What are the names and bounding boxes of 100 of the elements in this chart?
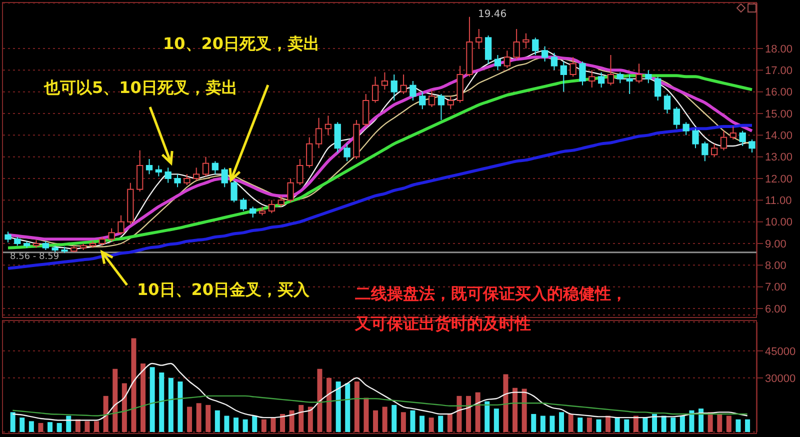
candlestick (381, 72, 388, 90)
bar (624, 419, 630, 432)
bar (438, 416, 444, 432)
candlestick (202, 156, 210, 177)
candlestick (240, 198, 247, 212)
bar (308, 406, 313, 432)
candlestick (296, 158, 304, 186)
candlestick (692, 128, 699, 149)
bar (420, 416, 425, 432)
bar (578, 418, 583, 432)
bar (56, 422, 62, 432)
annotation: 又可保证出货时的及时性 (355, 314, 531, 335)
bar (159, 372, 164, 432)
bar (736, 419, 741, 432)
candlestick (720, 130, 728, 151)
candlestick (607, 54, 614, 86)
bar (28, 421, 34, 432)
bar (214, 410, 220, 432)
candlestick (136, 150, 144, 192)
bar (586, 418, 592, 432)
bar (503, 374, 508, 432)
bar (168, 378, 174, 432)
candlestick (598, 72, 605, 88)
bar (270, 418, 276, 432)
y-tick-label: 15.00 (765, 108, 793, 120)
y-tick-label: 8.00 (765, 260, 786, 272)
bar (559, 412, 564, 432)
bar (382, 406, 388, 432)
candlestick (673, 106, 680, 130)
candlestick (334, 122, 341, 153)
candlestick (702, 141, 708, 162)
candlestick (419, 91, 426, 110)
y-tick-label: 6.00 (765, 303, 786, 316)
candlestick (645, 70, 652, 84)
candlestick (570, 56, 576, 78)
candlestick (4, 231, 12, 243)
bar (298, 404, 304, 432)
bar (522, 388, 527, 432)
bar (531, 414, 536, 432)
candlestick (711, 143, 718, 158)
bar (289, 410, 294, 432)
line-series (12, 395, 748, 416)
bar (410, 410, 416, 432)
annotation: 也可以5、10日死叉，卖出 (44, 78, 238, 99)
bar (187, 406, 192, 432)
candlestick (287, 178, 294, 203)
candlestick (494, 54, 502, 71)
bar (680, 416, 685, 432)
bar (642, 418, 648, 432)
candlestick (532, 37, 539, 56)
candlestick (428, 89, 436, 108)
bar (336, 382, 341, 432)
candlestick (550, 52, 558, 71)
candlestick (513, 28, 520, 60)
candlestick (682, 122, 690, 136)
bar (112, 368, 118, 432)
bar (38, 422, 44, 432)
bar (354, 382, 360, 432)
bar (596, 419, 602, 432)
line-series (12, 362, 748, 421)
bar (428, 418, 434, 432)
candlestick (362, 94, 370, 127)
y-tick-label: 7.00 (765, 282, 786, 294)
bar (614, 418, 620, 432)
annotation: 8.56 - 8.59 (10, 252, 60, 262)
candlestick (748, 139, 756, 153)
bar (20, 418, 25, 432)
bar (150, 367, 155, 432)
bar (512, 388, 518, 432)
candlestick (193, 167, 200, 182)
bar (717, 414, 722, 432)
candlestick (664, 94, 671, 114)
candlestick (579, 61, 586, 86)
candlestick (344, 143, 350, 162)
y-tick-label: 9.00 (765, 238, 786, 250)
candlestick (522, 32, 530, 49)
bar (550, 416, 555, 432)
bar (224, 416, 230, 432)
bar (48, 422, 53, 432)
candlestick (118, 214, 124, 236)
bar (456, 396, 462, 432)
bar (708, 412, 713, 432)
line-series (6, 124, 754, 270)
candlestick (221, 167, 228, 188)
bar (484, 401, 490, 432)
bar (652, 414, 658, 432)
candlestick (108, 228, 115, 242)
candlestick (504, 50, 510, 68)
bar (466, 396, 472, 432)
y-tick-label: 17.00 (765, 65, 793, 78)
candlestick (739, 130, 746, 146)
candlestick (447, 96, 454, 110)
candlestick (268, 200, 276, 214)
annotation: 二线操盘法，既可保证买入的稳健性， (355, 284, 627, 305)
y-tick-label: 18.00 (765, 43, 793, 56)
bar (447, 414, 452, 432)
bar (670, 418, 676, 432)
bar (84, 421, 90, 432)
annotation: 10日、20日金叉，买入 (137, 280, 310, 301)
y-tick-label: 14.00 (765, 130, 793, 142)
